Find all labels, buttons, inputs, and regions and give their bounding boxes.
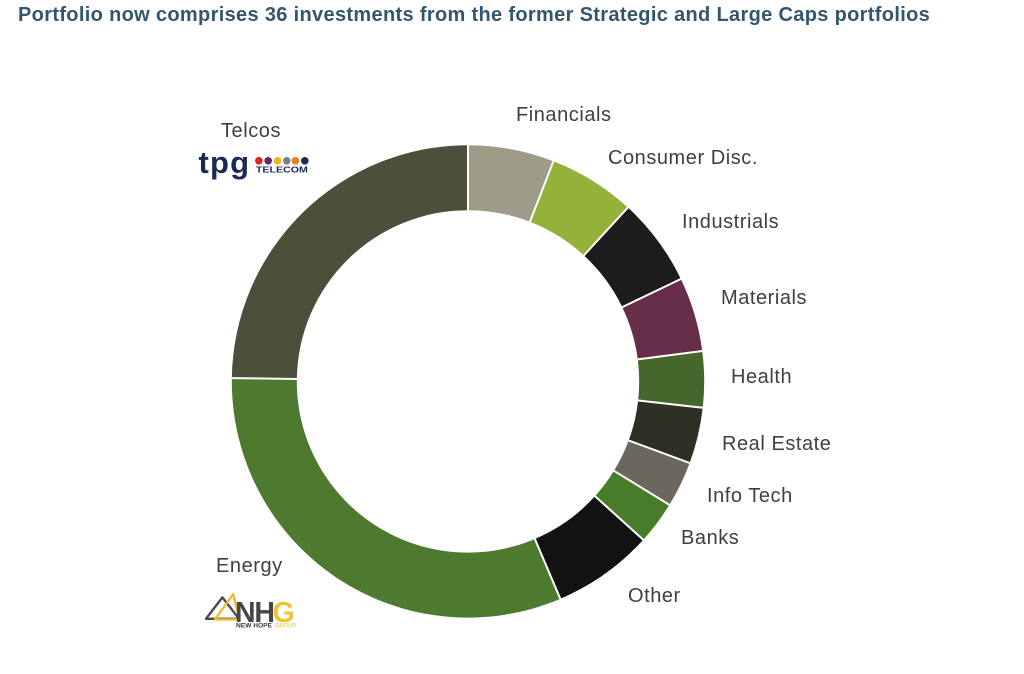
svg-text:GROUP: GROUP: [275, 623, 297, 630]
svg-text:tpg: tpg: [199, 145, 251, 180]
svg-text:TELECOM: TELECOM: [256, 166, 308, 175]
svg-text:NEW HOPE: NEW HOPE: [236, 623, 273, 630]
svg-text:NH: NH: [235, 597, 274, 629]
svg-text:G: G: [273, 597, 295, 629]
